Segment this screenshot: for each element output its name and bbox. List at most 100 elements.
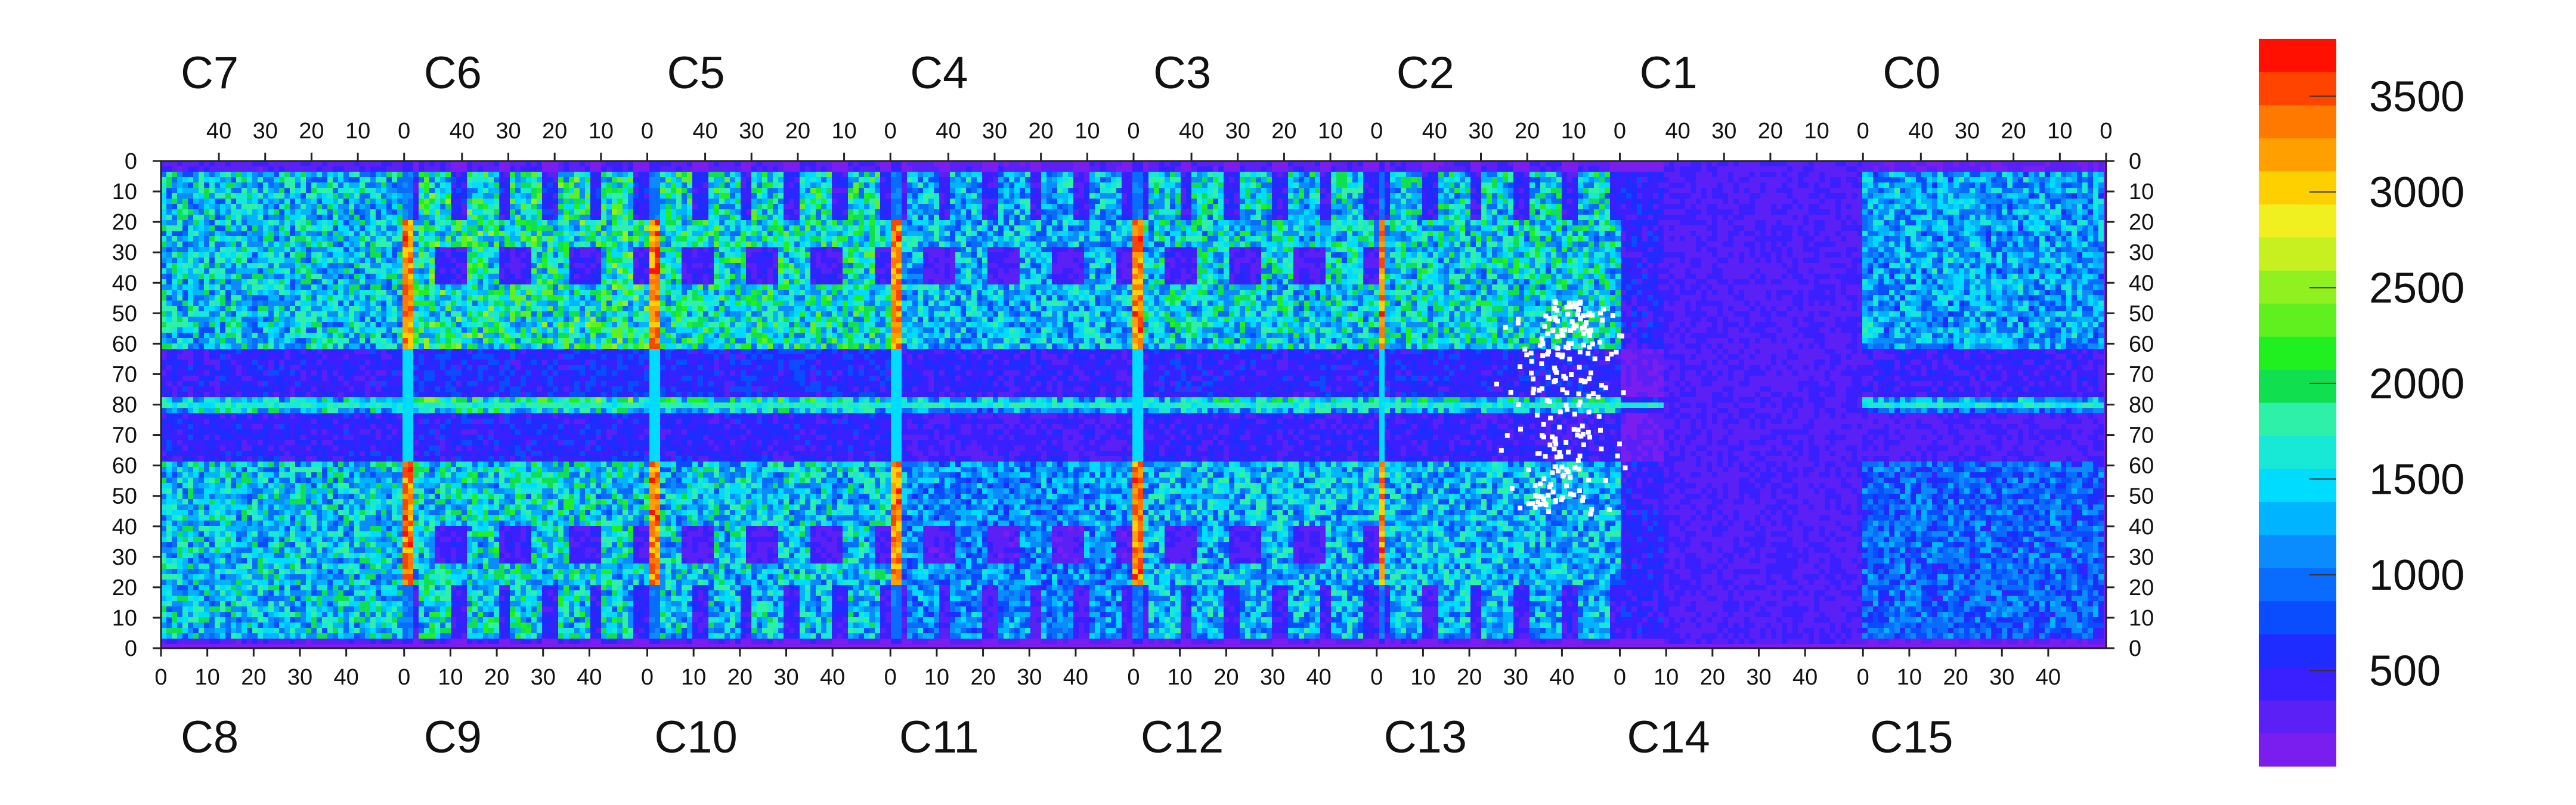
heatmap-cell — [504, 193, 510, 199]
heatmap-cell — [456, 236, 462, 242]
heatmap-cell — [1449, 220, 1454, 225]
heatmap-cell — [1374, 220, 1379, 225]
heatmap-cell — [558, 236, 564, 242]
heatmap-cell — [794, 236, 800, 242]
heatmap-cell — [177, 236, 182, 242]
heatmap-cell — [2023, 220, 2029, 225]
heatmap-cell — [982, 199, 987, 204]
heatmap-cell — [724, 236, 730, 242]
heatmap-cell — [2050, 193, 2055, 199]
heatmap-cell — [1809, 182, 1814, 188]
heatmap-cell — [1782, 188, 1787, 193]
heatmap-cell — [821, 172, 826, 177]
heatmap-cell — [1342, 204, 1347, 209]
heatmap-cell — [295, 193, 301, 199]
heatmap-cell — [1030, 193, 1036, 199]
heatmap-cell — [1513, 215, 1519, 220]
heatmap-cell — [531, 188, 537, 193]
heatmap-cell — [1911, 225, 1916, 231]
heatmap-cell — [1122, 225, 1127, 231]
heatmap-cell — [1852, 209, 1857, 215]
heatmap-cell — [1631, 177, 1637, 182]
heatmap-cell — [1068, 220, 1073, 225]
heatmap-cell — [1170, 209, 1175, 215]
heatmap-cell — [1004, 177, 1009, 182]
heatmap-cell — [1932, 215, 1937, 220]
heatmap-cell — [1648, 231, 1653, 236]
heatmap-cell — [853, 231, 859, 236]
heatmap-cell — [1417, 199, 1422, 204]
heatmap-cell — [891, 177, 896, 182]
heatmap-cell — [1658, 231, 1664, 236]
heatmap-cell — [1154, 215, 1159, 220]
heatmap-cell — [875, 172, 880, 177]
heatmap-cell — [682, 166, 687, 172]
heatmap-cell — [1497, 193, 1503, 199]
heatmap-cell — [1513, 193, 1519, 199]
heatmap-cell — [2012, 188, 2018, 193]
heatmap-cell — [1637, 215, 1642, 220]
heatmap-cell — [1637, 177, 1642, 182]
heatmap-cell — [1755, 204, 1760, 209]
heatmap-cell — [1320, 188, 1326, 193]
heatmap-cell — [1932, 182, 1937, 188]
heatmap-cell — [1385, 225, 1390, 231]
heatmap-cell — [429, 236, 435, 242]
heatmap-cell — [784, 177, 789, 182]
heatmap-cell — [649, 209, 655, 215]
heatmap-cell — [526, 172, 531, 177]
heatmap-cell — [1202, 209, 1208, 215]
heatmap-cell — [805, 199, 810, 204]
heatmap-cell — [1562, 188, 1567, 193]
heatmap-cell — [1803, 220, 1809, 225]
heatmap-cell — [1470, 193, 1476, 199]
heatmap-cell — [1825, 199, 1830, 204]
heatmap-cell — [590, 220, 596, 225]
heatmap-cell — [188, 215, 193, 220]
heatmap-cell — [553, 182, 558, 188]
heatmap-cell — [1648, 177, 1653, 182]
heatmap-cell — [1540, 172, 1546, 177]
heatmap-cell — [714, 215, 719, 220]
heatmap-cell — [284, 188, 290, 193]
heatmap-cell — [789, 204, 794, 209]
heatmap-cell — [843, 177, 848, 182]
heatmap-cell — [1234, 231, 1240, 236]
heatmap-cell — [1256, 188, 1261, 193]
heatmap-cell — [188, 166, 193, 172]
heatmap-cell — [735, 204, 741, 209]
heatmap-cell — [1063, 193, 1068, 199]
heatmap-cell — [2093, 215, 2098, 220]
heatmap-cell — [853, 225, 859, 231]
heatmap-cell — [1626, 225, 1631, 231]
heatmap-cell — [665, 209, 671, 215]
heatmap-cell — [263, 177, 268, 182]
heatmap-cell — [1653, 209, 1658, 215]
heatmap-cell — [1320, 182, 1326, 188]
heatmap-cell — [896, 188, 902, 193]
heatmap-cell — [1438, 209, 1444, 215]
heatmap-cell — [1621, 199, 1626, 204]
heatmap-cell — [928, 177, 934, 182]
heatmap-cell — [993, 199, 998, 204]
heatmap-cell — [961, 231, 966, 236]
heatmap-cell — [1057, 199, 1063, 204]
heatmap-cell — [982, 182, 987, 188]
heatmap-cell — [231, 177, 236, 182]
heatmap-cell — [1390, 182, 1395, 188]
heatmap-cell — [435, 199, 440, 204]
heatmap-cell — [1878, 182, 1884, 188]
heatmap-cell — [1809, 231, 1814, 236]
heatmap-cell — [606, 204, 612, 209]
heatmap-cell — [1111, 193, 1116, 199]
heatmap-cell — [1025, 204, 1030, 209]
heatmap-cell — [1776, 193, 1782, 199]
heatmap-cell — [193, 220, 199, 225]
heatmap-cell — [1690, 231, 1696, 236]
heatmap-cell — [1594, 215, 1599, 220]
heatmap-cell — [1041, 193, 1046, 199]
heatmap-cell — [1615, 177, 1621, 182]
heatmap-cell — [649, 215, 655, 220]
heatmap-cell — [708, 215, 714, 220]
heatmap-cell — [1143, 220, 1148, 225]
